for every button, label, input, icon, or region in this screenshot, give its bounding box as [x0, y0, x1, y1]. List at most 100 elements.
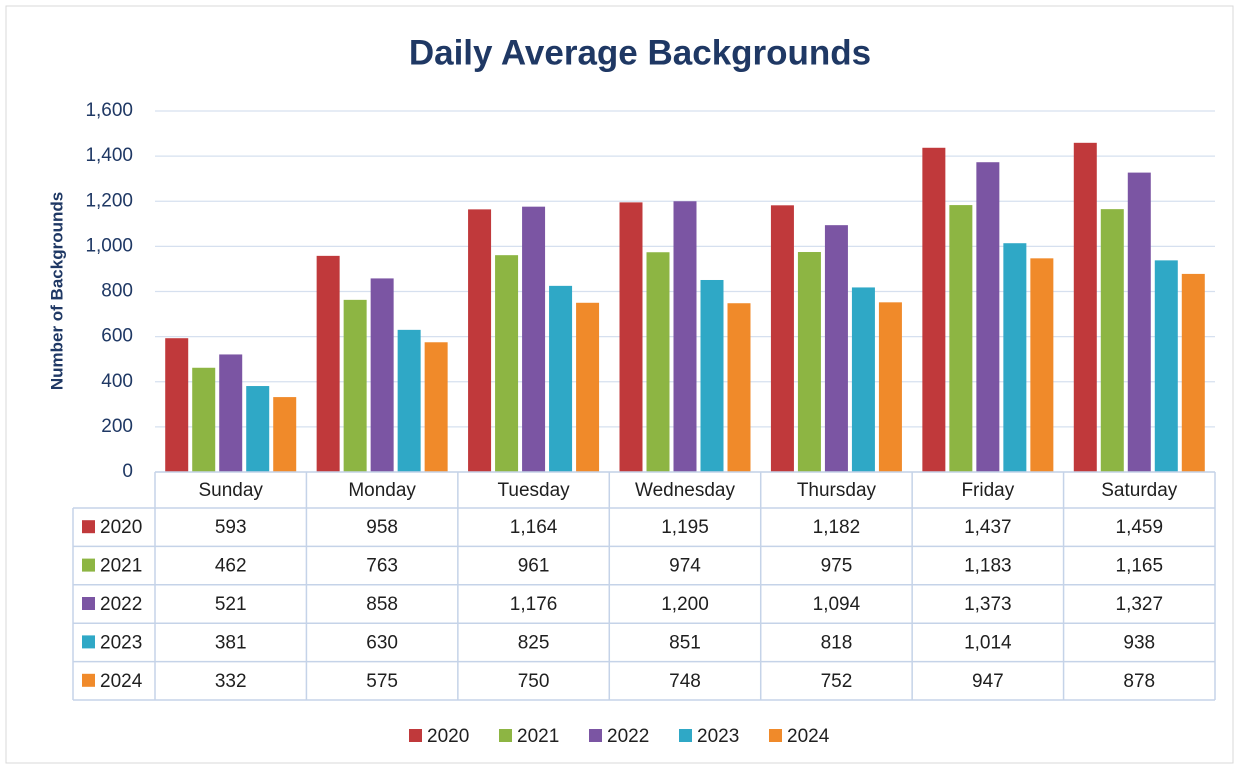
bar	[673, 201, 697, 472]
table-series-name: 2023	[100, 632, 142, 653]
table-value: 961	[518, 556, 550, 577]
table-value: 1,200	[661, 594, 709, 615]
x-tick-label: Tuesday	[497, 480, 570, 501]
table-series-name: 2024	[100, 671, 143, 692]
legend-key	[499, 729, 512, 742]
table-value: 1,182	[813, 517, 861, 538]
bar	[949, 205, 973, 472]
table-value: 938	[1123, 632, 1155, 653]
table-series-name: 2022	[100, 594, 142, 615]
bar	[316, 255, 340, 472]
bar	[1127, 172, 1151, 472]
table-legend-key	[82, 520, 95, 534]
table-value: 1,195	[661, 517, 709, 538]
legend-label: 2021	[517, 726, 559, 747]
table-legend-key	[82, 558, 95, 572]
table-legend-key	[82, 597, 95, 610]
y-axis-title: Number of Backgrounds	[47, 192, 66, 390]
table-value: 818	[821, 632, 853, 653]
table-series-name: 2020	[100, 517, 142, 538]
bar	[824, 225, 848, 472]
y-tick-label: 1,400	[85, 145, 133, 166]
table-value: 521	[215, 594, 247, 615]
bar	[219, 354, 243, 472]
table-value: 1,183	[964, 556, 1012, 577]
bar	[424, 342, 448, 472]
legend-key	[679, 729, 692, 742]
table-value: 858	[366, 594, 398, 615]
table-value: 575	[366, 671, 398, 692]
table-value: 381	[215, 632, 247, 653]
table-series-name: 2021	[100, 556, 142, 577]
table-value: 1,164	[510, 517, 558, 538]
table-value: 1,327	[1116, 594, 1164, 615]
table-value: 1,014	[964, 632, 1012, 653]
table-value: 1,094	[813, 594, 861, 615]
table-value: 947	[972, 671, 1004, 692]
bar	[273, 397, 297, 472]
legend-key	[409, 729, 422, 742]
legend-key	[589, 729, 602, 742]
table-value: 750	[518, 671, 550, 692]
table-value: 1,459	[1116, 517, 1164, 538]
y-tick-label: 800	[101, 281, 133, 302]
x-tick-label: Thursday	[797, 480, 877, 501]
bar	[1100, 209, 1124, 472]
x-tick-label: Friday	[961, 480, 1014, 501]
x-tick-label: Monday	[348, 480, 416, 501]
y-tick-label: 600	[101, 326, 133, 347]
bar	[1003, 243, 1027, 472]
bar	[1073, 142, 1097, 473]
legend-label: 2024	[787, 726, 830, 747]
x-tick-label: Saturday	[1101, 480, 1178, 501]
bar	[192, 367, 216, 472]
bar	[370, 278, 394, 472]
bar	[851, 287, 875, 472]
bar	[343, 299, 367, 472]
bar	[397, 329, 421, 472]
bar	[246, 386, 270, 472]
table-value: 763	[366, 556, 398, 577]
x-tick-label: Wednesday	[635, 480, 735, 501]
table-value: 974	[669, 556, 701, 577]
bar	[727, 303, 751, 472]
y-tick-label: 0	[122, 461, 133, 482]
legend-label: 2022	[607, 726, 649, 747]
bar	[646, 252, 670, 472]
table-value: 825	[518, 632, 550, 653]
y-tick-label: 1,000	[85, 235, 133, 256]
table-value: 878	[1123, 671, 1155, 692]
table-value: 851	[669, 632, 701, 653]
bar	[878, 302, 902, 472]
y-tick-label: 400	[101, 371, 133, 392]
table-legend-key	[82, 673, 95, 687]
bar	[700, 279, 724, 472]
y-tick-label: 1,600	[85, 100, 133, 121]
legend-label: 2023	[697, 726, 739, 747]
bar	[522, 206, 546, 473]
table-value: 748	[669, 671, 701, 692]
bar	[922, 147, 946, 473]
table-value: 462	[215, 556, 247, 577]
table-value: 593	[215, 517, 247, 538]
bar	[1181, 273, 1205, 472]
table-value: 1,437	[964, 517, 1012, 538]
legend-key	[769, 729, 782, 742]
chart-title: Daily Average Backgrounds	[409, 33, 871, 72]
bar	[549, 285, 573, 472]
x-tick-label: Sunday	[198, 480, 263, 501]
bar	[468, 209, 492, 472]
bar	[619, 202, 643, 473]
table-value: 975	[821, 556, 853, 577]
table-legend-key	[82, 635, 95, 649]
bar	[165, 338, 189, 472]
bar	[976, 162, 1000, 473]
table-value: 332	[215, 671, 247, 692]
bar	[495, 255, 519, 472]
bar	[770, 205, 794, 472]
y-tick-label: 1,200	[85, 190, 133, 211]
table-value: 1,176	[510, 594, 558, 615]
table-value: 630	[366, 632, 398, 653]
bar	[576, 302, 600, 472]
